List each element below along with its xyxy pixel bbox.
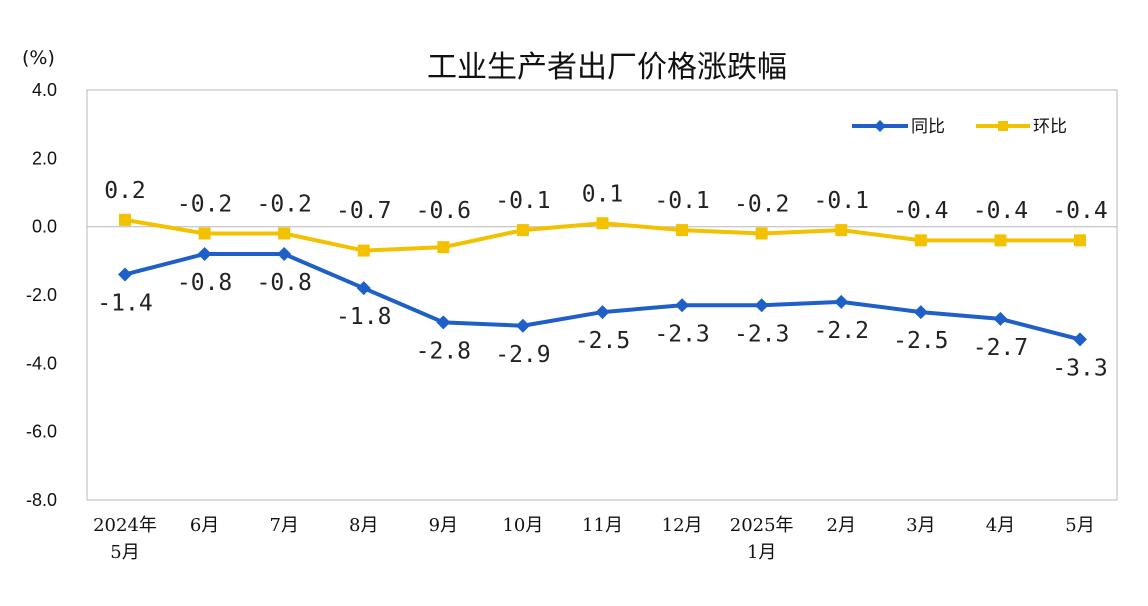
- series-layer: [118, 213, 1087, 347]
- point-marker-mom: [914, 234, 927, 247]
- x-tick-label: 11月: [582, 515, 623, 536]
- point-marker-mom: [835, 224, 848, 237]
- legend-item-mom[interactable]: 环比: [976, 117, 1067, 137]
- y-tick-label: 2.0: [32, 148, 57, 168]
- y-tick-label: -6.0: [26, 422, 57, 442]
- data-label-mom: -0.1: [814, 188, 869, 214]
- chart-title: 工业生产者出厂价格涨跌幅: [427, 50, 787, 85]
- data-labels: 0.2 -0.2 -0.2 -0.7 -0.6 -0.1 0.1 -0.1 -0.2 -0.1 -0…: [97, 178, 1107, 382]
- data-label-yoy: -2.3: [654, 321, 709, 347]
- data-label-yoy: -1.4: [97, 291, 152, 317]
- x-axis: 2024年 5月 6月 7月 8月 9月 10月 11月 12月 2025年 1月 2月 3月 4月 5月: [93, 515, 1095, 563]
- x-tick-label: 12月: [662, 515, 703, 536]
- point-marker-yoy: [595, 305, 610, 320]
- point-marker-yoy: [834, 294, 849, 309]
- point-marker-mom: [516, 224, 529, 237]
- y-axis: 4.0 2.0 0.0 -2.0 -4.0 -6.0 -8.0: [26, 80, 57, 510]
- point-marker-yoy: [356, 281, 371, 296]
- x-tick-label: 9月: [429, 515, 458, 536]
- y-tick-label: -2.0: [26, 285, 57, 305]
- y-tick-label: 4.0: [32, 80, 57, 100]
- legend-marker-mom: [998, 121, 1008, 131]
- data-label-yoy: -2.7: [973, 335, 1028, 361]
- y-tick-label: 0.0: [32, 217, 57, 237]
- data-label-yoy: -2.5: [575, 328, 630, 354]
- y-tick-label: -8.0: [26, 490, 57, 510]
- x-tick-label: 2025年 1月: [730, 515, 794, 563]
- data-label-yoy: -0.8: [256, 270, 311, 296]
- point-marker-yoy: [1073, 332, 1087, 347]
- point-marker-mom: [1074, 234, 1086, 247]
- data-label-mom: -0.1: [654, 188, 709, 214]
- point-marker-yoy: [675, 298, 690, 313]
- point-marker-yoy: [197, 247, 212, 261]
- data-label-yoy: -3.3: [1052, 355, 1107, 381]
- x-tick-label: 10月: [502, 515, 543, 536]
- point-marker-mom: [676, 224, 689, 237]
- data-label-yoy: -2.9: [495, 342, 550, 368]
- x-tick-label: 2月: [827, 515, 856, 536]
- point-marker-mom: [755, 227, 768, 240]
- data-label-yoy: -0.8: [177, 270, 232, 296]
- data-label-yoy: -2.2: [814, 318, 869, 344]
- point-marker-yoy: [913, 305, 928, 320]
- x-tick-label: 6月: [190, 515, 219, 536]
- data-label-mom: -0.2: [734, 192, 789, 218]
- point-marker-mom: [119, 213, 131, 226]
- point-marker-mom: [596, 217, 609, 230]
- data-label-yoy: -2.8: [416, 338, 471, 364]
- x-tick-label: 7月: [269, 515, 298, 536]
- x-tick-label: 5月: [1065, 515, 1094, 536]
- data-label-mom: 0.1: [582, 181, 624, 207]
- data-label-mom: -0.4: [973, 198, 1028, 224]
- y-unit-label: (%): [22, 47, 55, 69]
- plot-area: [86, 89, 1118, 501]
- data-label-mom: 0.2: [104, 178, 146, 204]
- data-label-yoy: -2.5: [893, 328, 948, 354]
- point-marker-yoy: [754, 298, 769, 313]
- data-label-mom: -0.4: [893, 198, 948, 224]
- point-marker-mom: [357, 244, 370, 257]
- legend-label-yoy: 同比: [911, 117, 945, 137]
- data-label-yoy: -1.8: [336, 304, 391, 330]
- point-marker-yoy: [277, 247, 292, 261]
- point-marker-mom: [994, 234, 1007, 247]
- point-marker-yoy: [118, 267, 132, 282]
- legend-marker-yoy: [874, 120, 886, 132]
- data-label-mom: -0.2: [177, 192, 232, 218]
- data-label-mom: -0.1: [495, 188, 550, 214]
- point-marker-mom: [278, 227, 291, 240]
- point-marker-mom: [437, 241, 450, 254]
- x-tick-label: 2024年 5月: [93, 515, 157, 563]
- point-marker-mom: [198, 227, 211, 240]
- point-marker-yoy: [436, 315, 451, 330]
- data-label-mom: -0.6: [416, 198, 471, 224]
- data-label-yoy: -2.3: [734, 321, 789, 347]
- legend-item-yoy[interactable]: 同比: [852, 117, 945, 137]
- point-marker-yoy: [515, 318, 530, 333]
- x-tick-label: 8月: [349, 515, 378, 536]
- y-tick-label: -4.0: [26, 353, 57, 373]
- x-tick-label: 4月: [986, 515, 1015, 536]
- legend[interactable]: 同比 环比: [852, 117, 1067, 137]
- legend-label-mom: 环比: [1033, 117, 1067, 137]
- x-tick-label: 3月: [906, 515, 935, 536]
- data-label-mom: -0.2: [256, 192, 311, 218]
- data-label-mom: -0.4: [1052, 198, 1107, 224]
- point-marker-yoy: [993, 311, 1008, 326]
- data-label-mom: -0.7: [336, 198, 391, 224]
